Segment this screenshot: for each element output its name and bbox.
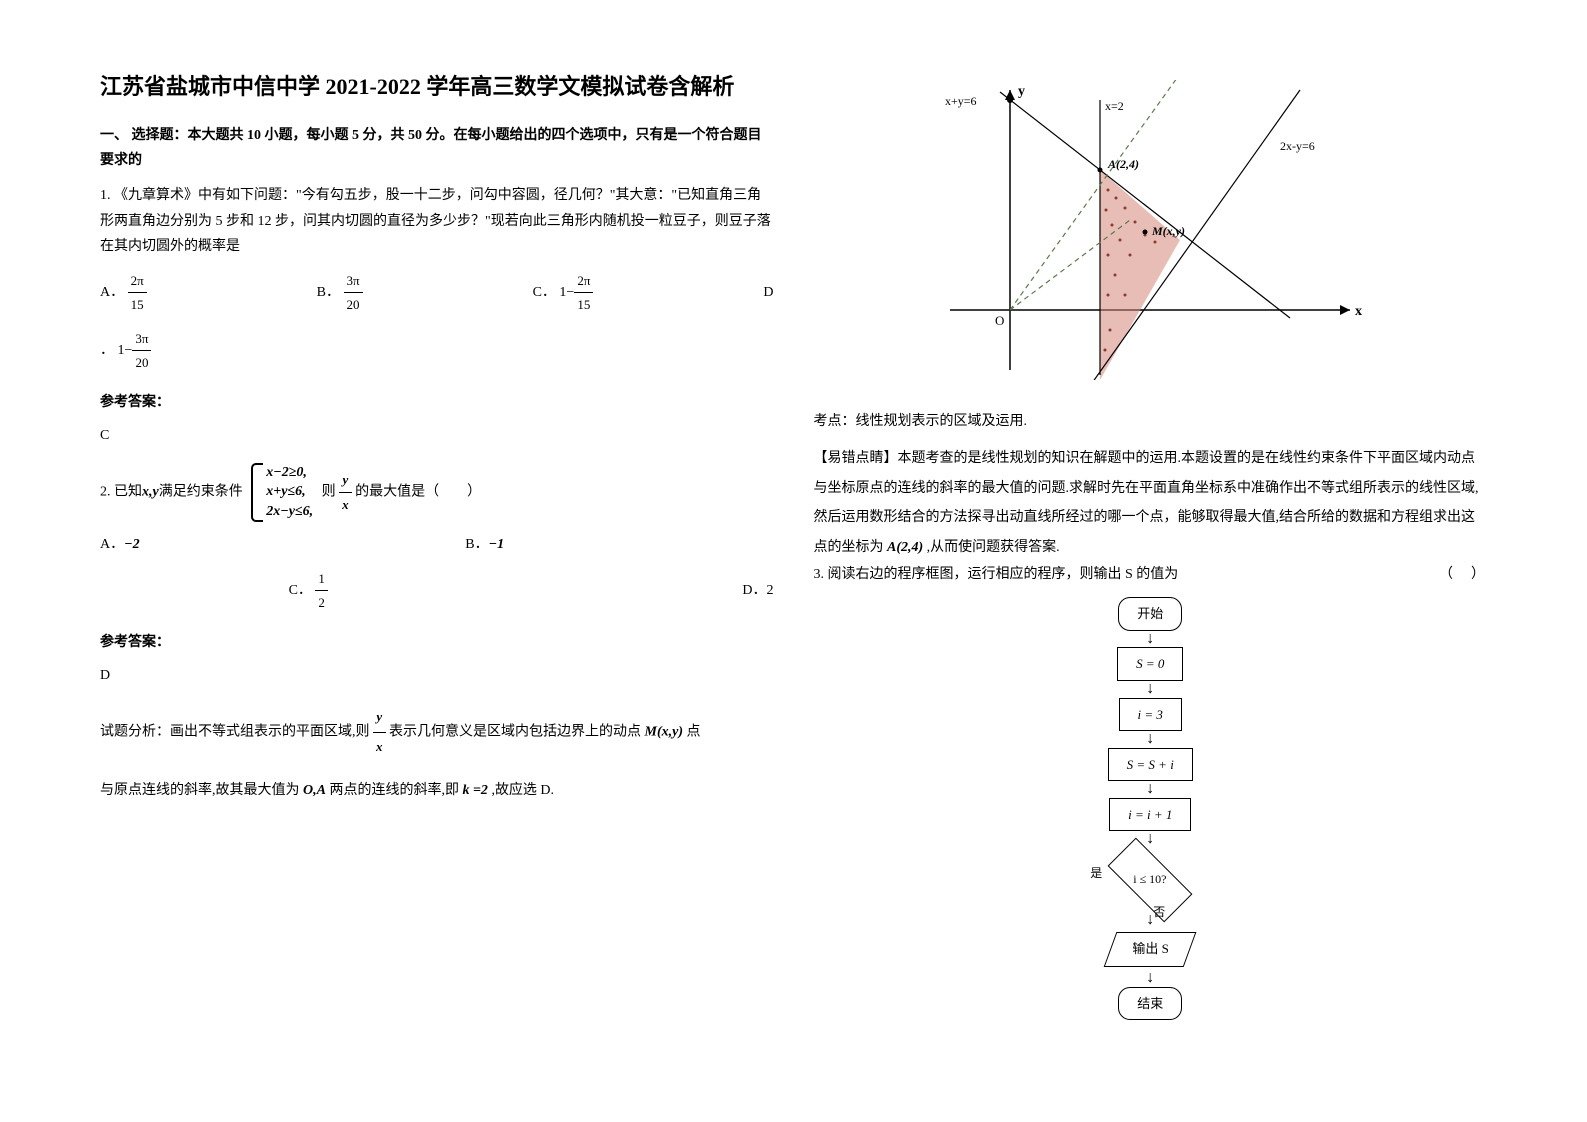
q2-prefix: 2. 已知 xyxy=(100,484,142,499)
fraction: 1 2 xyxy=(315,567,328,615)
q2-stem: 2. 已知x,y满足约束条件 x−2≥0, x+y≤6, 2x−y≤6, 则 y… xyxy=(100,463,774,522)
flow-i3: i = 3 xyxy=(1119,698,1182,731)
q3-text: 3. 阅读右边的程序框图，运行相应的程序，则输出 S 的值为 xyxy=(814,562,1179,587)
fraction: y x xyxy=(339,468,352,516)
section1-header: 一、 选择题：本大题共 10 小题，每小题 5 分，共 50 分。在每小题给出的… xyxy=(100,123,774,173)
arrow-icon: ↓ xyxy=(814,783,1488,796)
line-x2-label: x=2 xyxy=(1105,99,1124,113)
arrow-icon: ↓ xyxy=(814,833,1488,846)
right-column: x y O x=2 x+y=6 2x xyxy=(794,70,1508,1052)
arrow-icon: ↓ xyxy=(814,972,1488,985)
flow-yes-label: 是 xyxy=(1090,863,1102,885)
opt-label: B． xyxy=(317,285,340,300)
flow-end: 结束 xyxy=(1118,987,1182,1020)
dot: ． xyxy=(100,343,114,358)
flow-start: 开始 xyxy=(1118,597,1182,630)
opt-pre: 1− xyxy=(118,343,133,358)
q3-blank: （ ） xyxy=(1439,562,1487,587)
q1-option-d-label: D xyxy=(763,280,773,305)
kaodian-text: 考点：线性规划表示的区域及运用. xyxy=(814,409,1488,434)
q2-after: 则 xyxy=(322,484,336,499)
cond3: 2x−y≤6, xyxy=(266,502,313,522)
flow-no-label: 否 xyxy=(1153,902,1165,924)
q1-answer-label: 参考答案： xyxy=(100,390,774,415)
q1-text: 1. 《九章算术》中有如下问题："今有勾五步，股一十二步，问勾中容圆，径几何？"… xyxy=(100,183,774,259)
question-3: 3. 阅读右边的程序框图，运行相应的程序，则输出 S 的值为 （ ） xyxy=(814,562,1488,587)
flow-ssi: S = S + i xyxy=(1108,748,1193,781)
left-column: 江苏省盐城市中信中学 2021-2022 学年高三数学文模拟试卷含解析 一、 选… xyxy=(80,70,794,1052)
q2-analysis-line1: 试题分析：画出不等式组表示的平面区域,则 y x 表示几何意义是区域内包括边界上… xyxy=(100,703,774,761)
line-2xy6-label: 2x-y=6 xyxy=(1280,139,1315,153)
q2-analysis-line2: 与原点连线的斜率,故其最大值为 O,A 两点的连线的斜率,即 k =2 ,故应选… xyxy=(100,776,774,807)
q2-option-d: D．2 xyxy=(742,578,773,603)
q2-option-b: B．−1 xyxy=(465,532,504,557)
flow-decision-wrapper: 是 i ≤ 10? 否 xyxy=(1110,848,1190,912)
flow-decision: i ≤ 10? xyxy=(1108,838,1193,923)
arrow-icon: ↓ xyxy=(814,914,1488,927)
question-1: 1. 《九章算术》中有如下问题："今有勾五步，股一十二步，问勾中容圆，径几何？"… xyxy=(100,183,774,448)
q2-options-row2: C． 1 2 D．2 xyxy=(100,567,774,615)
graph-svg: x y O x=2 x+y=6 2x xyxy=(930,80,1370,380)
q1-answer: C xyxy=(100,423,774,448)
opt-pre: 1− xyxy=(559,285,574,300)
constraint-system: x−2≥0, x+y≤6, 2x−y≤6, xyxy=(251,463,313,522)
y-axis-label: y xyxy=(1018,84,1025,99)
q1-option-c: C． 1− 2π 15 xyxy=(533,269,594,317)
fraction: 3π 20 xyxy=(132,327,151,375)
q1-options-row1: A． 2π 15 B． 3π 20 C． 1− 2π 15 xyxy=(100,269,774,317)
q2-mid: 满足约束条件 xyxy=(159,484,243,499)
yicuo-text: 【易错点睛】本题考查的是线性规划的知识在解题中的运用.本题设置的是在线性约束条件… xyxy=(814,444,1488,562)
arrow-icon: ↓ xyxy=(814,633,1488,646)
arrow-icon: ↓ xyxy=(814,733,1488,746)
q2-options-row1: A．−2 B．−1 xyxy=(100,532,504,557)
line-xy6-label: x+y=6 xyxy=(945,94,977,108)
pointM-label: M(x,y) xyxy=(1151,224,1185,238)
q2-answer-label: 参考答案： xyxy=(100,630,774,655)
question-2: 2. 已知x,y满足约束条件 x−2≥0, x+y≤6, 2x−y≤6, 则 y… xyxy=(100,463,774,807)
cond2: x+y≤6, xyxy=(266,482,313,502)
q2-answer: D xyxy=(100,663,774,688)
flow-output: 输出 S xyxy=(1104,932,1197,967)
fraction: y x xyxy=(373,703,386,761)
fraction: 3π 20 xyxy=(344,269,363,317)
arrow-icon: ↓ xyxy=(814,683,1488,696)
opt-label: C． xyxy=(533,285,556,300)
q1-option-d-value: ． 1− 3π 20 xyxy=(100,327,774,375)
flowchart: 开始 ↓ S = 0 ↓ i = 3 ↓ S = S + i ↓ i = i +… xyxy=(814,597,1488,1020)
opt-label: A． xyxy=(100,285,124,300)
fraction: 2π 15 xyxy=(128,269,147,317)
x-axis-label: x xyxy=(1355,304,1362,319)
q1-option-a: A． 2π 15 xyxy=(100,269,147,317)
q2-option-a: A．−2 xyxy=(100,532,140,557)
fraction: 2π 15 xyxy=(574,269,593,317)
feasible-region-graph: x y O x=2 x+y=6 2x xyxy=(814,80,1488,389)
q1-option-b: B． 3π 20 xyxy=(317,269,363,317)
q2-tail: 的最大值是（ ） xyxy=(355,484,481,499)
origin-label: O xyxy=(995,313,1004,328)
q2-option-c: C． 1 2 xyxy=(289,567,328,615)
exam-title: 江苏省盐城市中信中学 2021-2022 学年高三数学文模拟试卷含解析 xyxy=(100,70,774,103)
cond1: x−2≥0, xyxy=(266,463,313,483)
q2-vars: x,y xyxy=(142,484,159,499)
pointA-label: A(2,4) xyxy=(1107,157,1139,171)
flow-ii1: i = i + 1 xyxy=(1109,798,1191,831)
flow-s0: S = 0 xyxy=(1117,647,1183,680)
